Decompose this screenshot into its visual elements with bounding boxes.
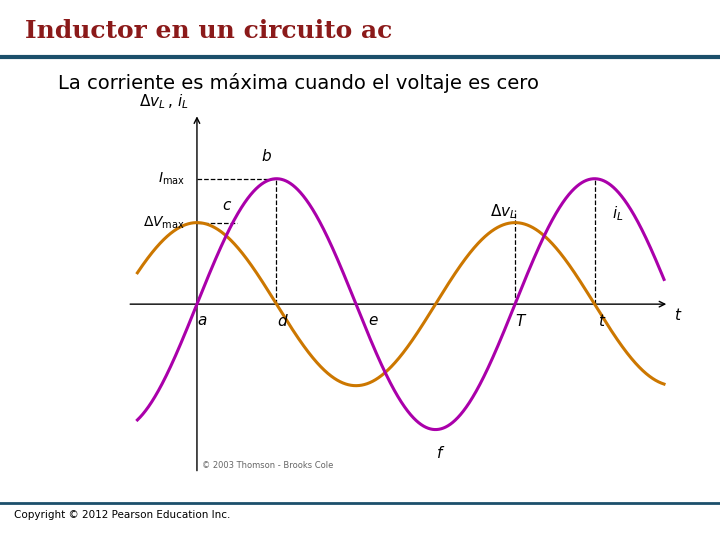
Text: © 2003 Thomson - Brooks Cole: © 2003 Thomson - Brooks Cole <box>202 461 333 470</box>
Text: $t$: $t$ <box>598 313 607 329</box>
Text: $e$: $e$ <box>368 313 379 328</box>
Text: $\Delta v_L$$\,, \, i_L$: $\Delta v_L$$\,, \, i_L$ <box>139 92 189 111</box>
Text: $b$: $b$ <box>261 147 272 164</box>
Text: $a$: $a$ <box>197 313 207 328</box>
Text: $\Delta V_{\mathrm{max}}$: $\Delta V_{\mathrm{max}}$ <box>143 214 185 231</box>
Text: $d$: $d$ <box>276 313 288 329</box>
Text: $c$: $c$ <box>222 198 232 213</box>
Text: La corriente es máxima cuando el voltaje es cero: La corriente es máxima cuando el voltaje… <box>58 73 539 93</box>
Text: $T$: $T$ <box>515 313 527 329</box>
Text: $i_L$: $i_L$ <box>613 205 624 223</box>
Text: Inductor en un circuito ac: Inductor en un circuito ac <box>25 19 392 43</box>
Text: $\Delta v_L$: $\Delta v_L$ <box>490 202 517 221</box>
Text: $t$: $t$ <box>674 307 683 323</box>
Text: $I_{\mathrm{max}}$: $I_{\mathrm{max}}$ <box>158 171 185 187</box>
Text: $f$: $f$ <box>436 444 445 461</box>
Text: Copyright © 2012 Pearson Education Inc.: Copyright © 2012 Pearson Education Inc. <box>14 510 231 521</box>
